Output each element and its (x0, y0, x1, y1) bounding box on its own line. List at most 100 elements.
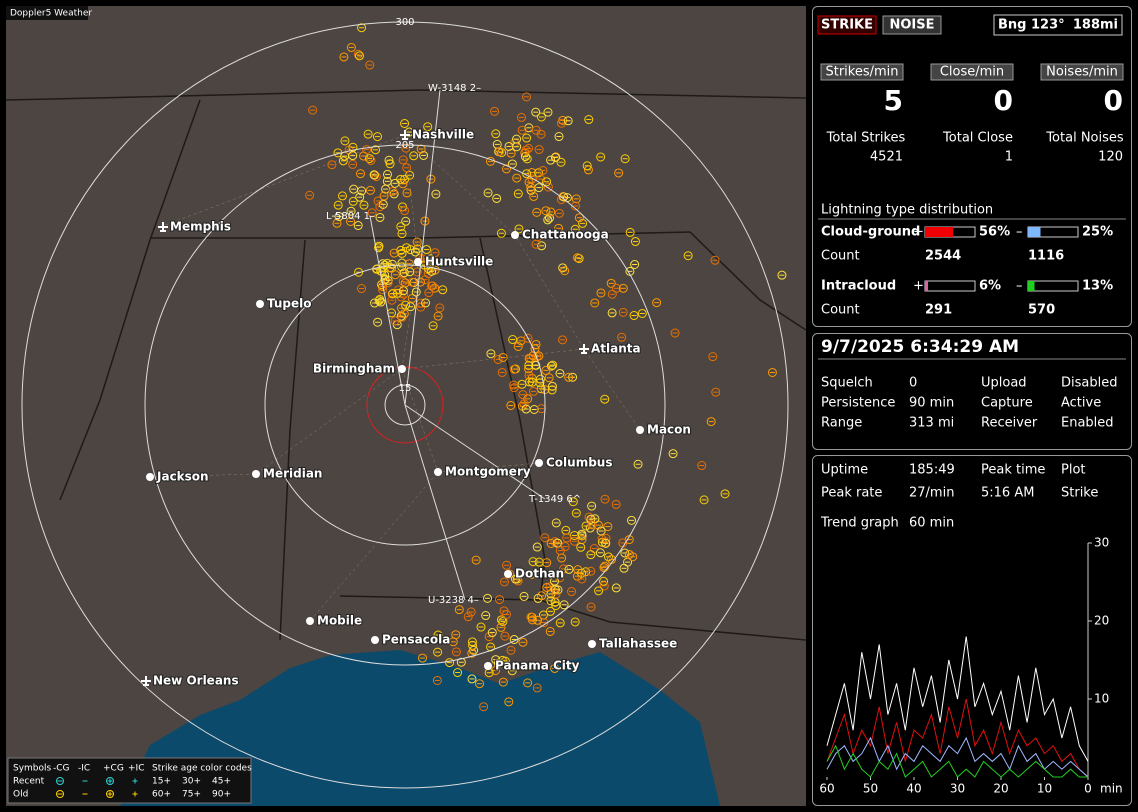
city-dot (306, 617, 314, 625)
strike-symbol (527, 569, 537, 579)
legend-column: +CG (103, 764, 124, 774)
airport-icon (158, 222, 168, 232)
status-field: Upload (981, 376, 1027, 391)
strike-symbol (601, 533, 611, 543)
airport-icon (579, 344, 589, 354)
legend-column: -IC (78, 764, 90, 774)
strike-symbol (586, 602, 596, 612)
strike-symbol (359, 200, 369, 210)
dist-percent: 6% (979, 279, 1001, 294)
strike-symbol (586, 566, 596, 576)
strike-symbol (499, 577, 509, 587)
strike-symbol (346, 206, 356, 216)
app-title: Doppler5 Weather (10, 9, 92, 19)
strike-symbol (524, 360, 534, 370)
y-tick-label: 20 (1094, 614, 1109, 628)
legend-column: -CG (53, 764, 70, 774)
city-dot (535, 459, 543, 467)
city-dot (434, 468, 442, 476)
city-label: Atlanta (591, 342, 641, 356)
strike-symbol (372, 132, 382, 142)
status-field: Capture (981, 396, 1033, 411)
strike-symbol (607, 308, 617, 318)
strike-symbol (521, 145, 531, 155)
strike-symbol (668, 449, 678, 459)
strike-symbol (497, 148, 507, 158)
strike-symbol (373, 317, 383, 327)
strike-symbol (357, 284, 367, 294)
strike-symbol (407, 277, 417, 287)
total-value: 1 (1005, 150, 1013, 165)
strike-symbol (498, 677, 508, 687)
stats-field: 27/min (909, 486, 954, 501)
strike-symbol (353, 221, 363, 231)
strike-symbol (549, 576, 559, 586)
legend-symbol (106, 790, 114, 798)
strike-symbol (373, 196, 383, 206)
strike-symbol (526, 182, 536, 192)
strike-symbol (433, 647, 443, 657)
stats-field: Strike (1061, 486, 1098, 501)
dist-count: 291 (925, 303, 952, 318)
strike-symbol (559, 192, 569, 202)
strike-symbol (637, 308, 647, 318)
strike-symbol (382, 258, 392, 268)
strike-symbol (327, 160, 337, 170)
strike-symbol (607, 289, 617, 299)
city-label: Birmingham (313, 362, 395, 376)
city-dot (398, 365, 406, 373)
legend-age: 15+ (152, 777, 171, 787)
strike-symbol (475, 679, 485, 689)
strike-symbol (582, 161, 592, 171)
bearing: Bng 123° (998, 18, 1065, 33)
strike-symbol (524, 177, 534, 187)
strike-symbol (528, 351, 538, 361)
strike-symbol (699, 495, 709, 505)
strike-symbol (404, 259, 414, 269)
strike-symbol (332, 218, 342, 228)
strike-symbol (627, 515, 637, 525)
strike-symbol (387, 259, 397, 269)
strike-symbol (501, 164, 511, 174)
city-label: New Orleans (153, 674, 239, 688)
strike-symbol (611, 583, 621, 593)
strike-symbol (604, 552, 614, 562)
strike-symbol (366, 156, 376, 166)
strike-symbol (573, 565, 583, 575)
strike-symbol (401, 300, 411, 310)
stats-field: 185:49 (909, 463, 955, 478)
strike-symbol (599, 576, 609, 586)
legend-symbol (56, 777, 64, 785)
strike-symbol (560, 266, 570, 276)
strike-symbol (551, 518, 561, 528)
strike-symbol (445, 658, 455, 668)
trend-line (826, 744, 1088, 778)
status-field: Range (821, 416, 862, 431)
strike-symbol (399, 268, 409, 278)
dist-bar (925, 281, 928, 291)
strike-symbol (467, 637, 477, 647)
strike-symbol (348, 196, 358, 206)
airport-icon (400, 130, 410, 140)
strike-symbol (570, 201, 580, 211)
strike-symbol (533, 615, 543, 625)
strike-symbol (357, 186, 367, 196)
strike-symbol (514, 224, 524, 234)
strike-symbol (500, 631, 510, 641)
strike-symbol (432, 675, 442, 685)
strike-symbol (508, 335, 518, 345)
rate-header (1040, 63, 1124, 81)
strike-symbol (587, 501, 597, 511)
status-field: 313 mi (909, 416, 954, 431)
city-dot (256, 300, 264, 308)
strike-symbol (483, 593, 493, 603)
strike-symbol (611, 283, 621, 293)
dist-sign: – (1016, 225, 1023, 240)
strike-symbol (498, 617, 508, 627)
strike-symbol (543, 182, 553, 192)
strike-symbol (513, 189, 523, 199)
city-label: Meridian (263, 467, 322, 481)
strike-symbol (365, 60, 375, 70)
strike-symbol (596, 526, 606, 536)
strike-symbol (619, 563, 629, 573)
